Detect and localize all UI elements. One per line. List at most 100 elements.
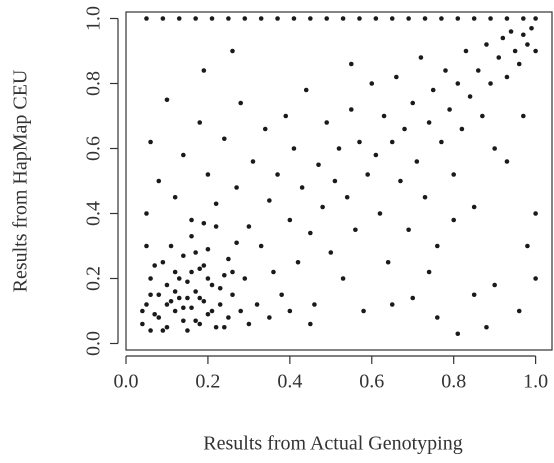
point [418, 55, 424, 60]
point [463, 48, 469, 54]
point [164, 324, 170, 330]
point [299, 185, 305, 190]
point [148, 276, 153, 281]
point [410, 100, 416, 106]
point [488, 81, 493, 86]
point [258, 243, 264, 249]
point [484, 324, 489, 330]
point [246, 224, 252, 229]
point [398, 178, 403, 184]
point [193, 318, 198, 324]
point [140, 321, 145, 327]
x-tick-label: 0.4 [277, 371, 302, 393]
point [148, 292, 153, 298]
point [496, 55, 502, 60]
point [504, 159, 510, 164]
point [140, 308, 145, 314]
point [160, 259, 166, 265]
point [181, 305, 186, 311]
point [213, 224, 219, 229]
point [238, 100, 243, 106]
point [193, 16, 198, 21]
point [303, 87, 309, 93]
point [209, 308, 215, 314]
point [181, 152, 186, 158]
point [516, 308, 522, 314]
point [262, 126, 268, 132]
point [197, 321, 203, 327]
point [373, 16, 379, 21]
point [295, 259, 301, 265]
point [504, 74, 510, 80]
point [201, 68, 207, 73]
y-tick-label: 1.0 [83, 6, 105, 31]
point [287, 217, 293, 223]
point [316, 162, 321, 168]
point [422, 194, 428, 200]
point [176, 295, 182, 301]
point [144, 243, 149, 249]
point [430, 87, 436, 93]
point [181, 318, 186, 324]
point [209, 16, 215, 21]
point [308, 321, 313, 327]
point [189, 305, 194, 311]
point [471, 204, 477, 210]
point [230, 269, 235, 275]
point [471, 292, 477, 298]
point [394, 74, 399, 80]
point [516, 61, 522, 67]
y-tick-label: 0.6 [83, 136, 105, 161]
point [324, 120, 330, 125]
point [361, 308, 366, 314]
point [267, 198, 272, 203]
point [320, 204, 325, 210]
point [521, 113, 526, 119]
point [406, 227, 411, 233]
x-tick-label: 0.8 [441, 371, 466, 393]
point [475, 68, 481, 73]
point [529, 25, 534, 31]
point [144, 16, 149, 21]
point [291, 16, 297, 21]
point [234, 185, 239, 190]
point [234, 240, 239, 246]
point [451, 217, 456, 223]
point [189, 217, 194, 223]
point [205, 172, 211, 177]
point [258, 16, 264, 21]
y-tick-label: 0.0 [83, 331, 105, 356]
point [287, 308, 293, 314]
point [373, 152, 379, 158]
point [508, 29, 514, 34]
point [308, 16, 313, 21]
point [197, 120, 203, 125]
point [381, 113, 387, 119]
point [156, 178, 162, 184]
y-tick-label: 0.2 [83, 266, 105, 291]
point [181, 253, 186, 259]
point [492, 282, 497, 288]
point [484, 42, 489, 47]
point [525, 243, 530, 249]
point [389, 302, 395, 307]
point [488, 16, 493, 21]
point [176, 276, 182, 281]
point [238, 308, 243, 314]
point [435, 315, 440, 320]
point [385, 259, 391, 265]
point [213, 201, 219, 207]
point [512, 48, 518, 54]
point [226, 315, 231, 320]
point [242, 16, 248, 21]
point [172, 289, 178, 294]
point [521, 32, 526, 38]
point [201, 298, 207, 304]
point [193, 289, 198, 294]
point [185, 328, 190, 333]
point [447, 107, 452, 112]
point [160, 328, 166, 333]
point [205, 276, 211, 281]
point [164, 302, 170, 307]
